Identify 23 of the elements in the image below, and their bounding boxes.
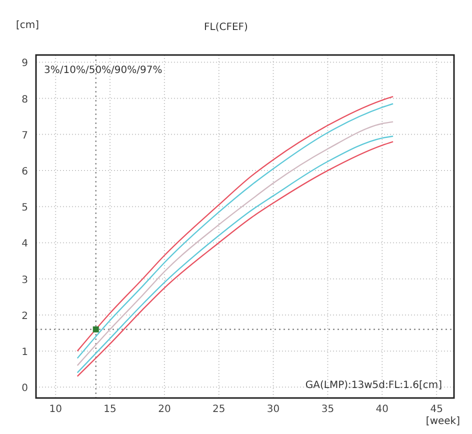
x-tick-label: 45 (430, 404, 443, 415)
y-tick-label: 9 (22, 58, 28, 70)
x-tick-label: 25 (212, 404, 226, 415)
chart-title: FL(CFEF) (204, 22, 248, 33)
x-tick-label: 10 (49, 404, 62, 415)
y-axis-title: [cm] (16, 20, 40, 31)
x-tick-label: 30 (266, 404, 280, 415)
x-tick-label: 35 (321, 404, 334, 415)
annotation: 3%/10%/50%/90%/97% (44, 65, 162, 76)
y-tick-label: 6 (22, 166, 28, 178)
x-tick-label: 15 (104, 404, 116, 415)
y-tick-label: 1 (22, 347, 28, 358)
annotation: GA(LMP):13w5d:FL:1.6[cm] (305, 380, 442, 391)
x-tick-label: 40 (376, 404, 389, 415)
x-axis-title: [week] (426, 416, 460, 427)
y-tick-label: 3 (22, 274, 28, 286)
y-tick-label: 4 (22, 238, 28, 250)
y-tick-label: 0 (22, 383, 28, 394)
y-tick-label: 7 (22, 130, 28, 142)
y-tick-label: 8 (22, 94, 28, 106)
y-tick-label: 5 (22, 202, 28, 214)
x-tick-label: 20 (158, 404, 171, 415)
y-tick-label: 2 (22, 310, 28, 322)
